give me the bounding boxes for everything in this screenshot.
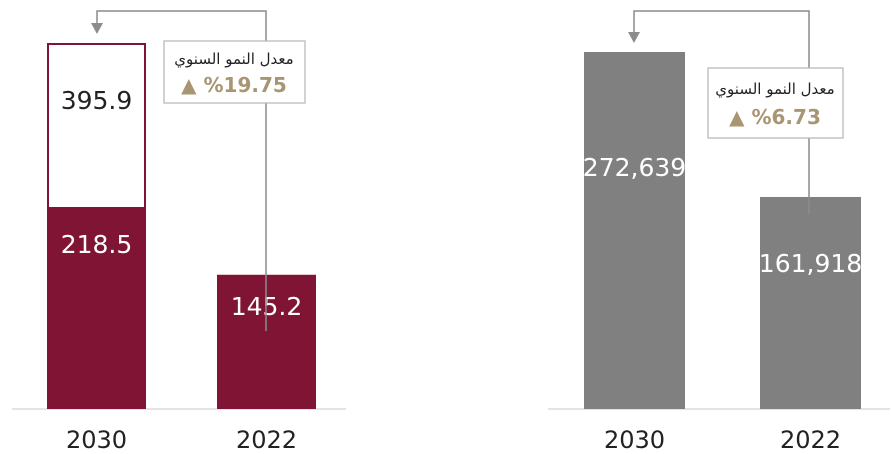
growth-rate-box [163,40,306,104]
growth-rate-box [707,67,844,139]
growth-rate-value: ▲ %6.73 [729,105,821,129]
arrow-down-icon [628,32,640,43]
growth-rate-value: ▲ %19.75 [181,73,287,97]
bar-total-label-2030: 395.9 [61,86,133,115]
bar-value-label-2030: 272,639 [583,153,686,182]
bar-value-label-2022: 161,918 [759,249,862,278]
x-tick-label-2030: 2030 [604,426,665,454]
bar-2030 [47,207,146,409]
growth-rate-label: معدل النمو السنوي [174,50,293,69]
x-tick-label-2030: 2030 [66,426,127,454]
arrow-down-icon [91,23,103,34]
right-chart: 272,639 2030 161,918 2022 معدل النمو السنوي ▲… [548,10,890,454]
bar-value-label-2030: 218.5 [61,230,133,259]
growth-connector-line [96,10,267,331]
x-tick-label-2022: 2022 [236,426,297,454]
bar-2022 [760,196,861,409]
bar-2030 [584,52,685,409]
growth-rate-label: معدل النمو السنوي [715,80,834,99]
x-tick-label-2022: 2022 [780,426,841,454]
